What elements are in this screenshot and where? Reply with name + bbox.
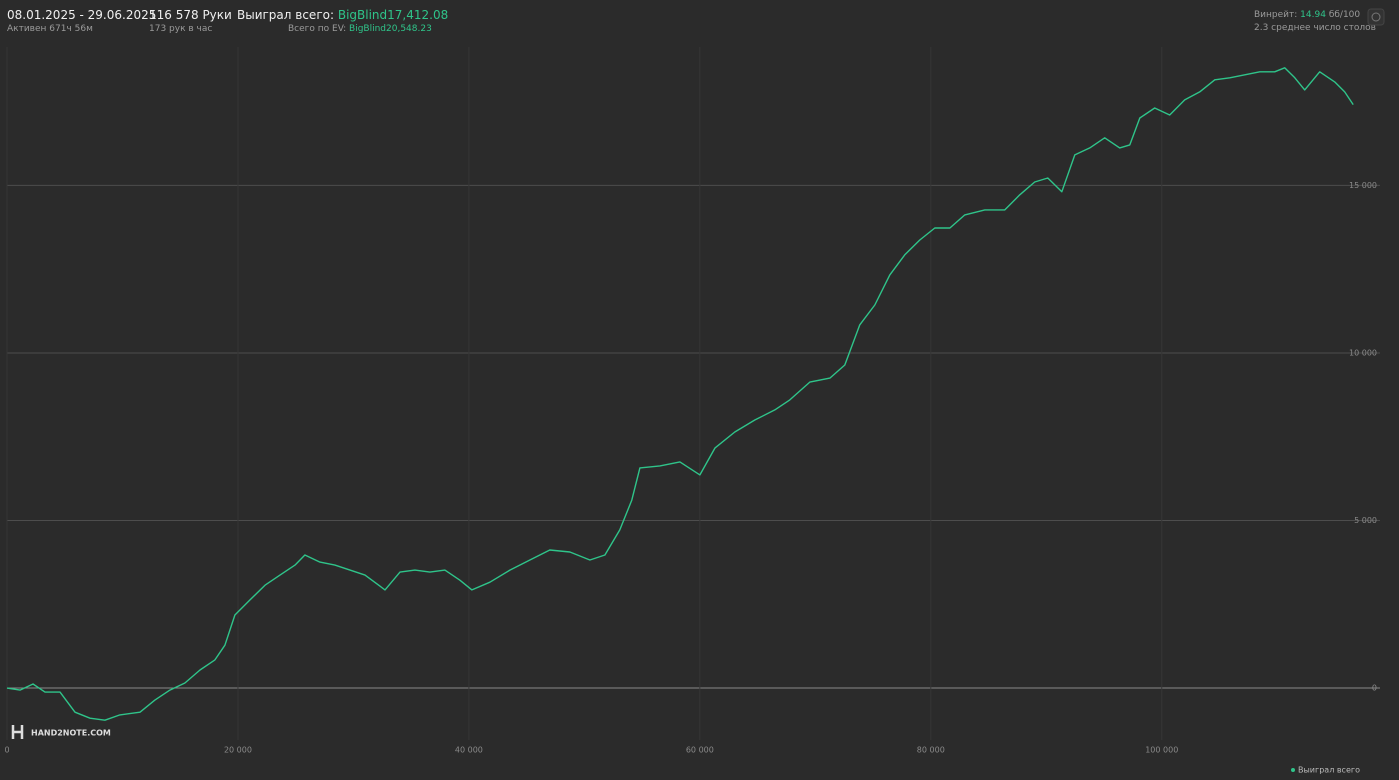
won-total: Выиграл всего: BigBlind17,412.08 (237, 8, 448, 22)
settings-button[interactable] (1367, 8, 1385, 26)
avg-tables: 2.3 среднее число столов (1254, 23, 1376, 33)
plot: 0 5 000 10 000 15 000 0 20 000 40 000 60 000 80 … (4, 47, 1380, 775)
ev-value: BigBlind20,548.23 (349, 24, 432, 34)
legend-dot (1291, 768, 1295, 772)
hands: 116 578 Руки (149, 8, 232, 22)
logo-text: HAND2NOTE.COM (31, 729, 111, 738)
settings-icon (1371, 12, 1381, 22)
x-tick-label: 60 000 (686, 746, 714, 755)
won-label: Выиграл всего: (237, 8, 335, 22)
winrate-value: 14.94 (1300, 10, 1326, 20)
y-tick-label: 10 000 (1349, 348, 1377, 357)
ev-label: Всего по EV: (288, 24, 347, 34)
x-tick-label: 20 000 (224, 746, 252, 755)
winrate-unit: бб/100 (1328, 10, 1361, 20)
x-tick-label: 100 000 (1145, 746, 1178, 755)
x-tick-label: 80 000 (917, 746, 945, 755)
logo-icon (11, 725, 24, 739)
x-tick-label: 0 (4, 746, 9, 755)
won-value: BigBlind17,412.08 (337, 8, 449, 22)
date-range: 08.01.2025 - 29.06.2025 (7, 8, 157, 22)
legend-label: Выиграл всего (1298, 766, 1360, 775)
y-tick-label: 5 000 (1354, 516, 1377, 525)
line (6, 67, 1354, 721)
active-time: Активен 671ч 56м (7, 24, 93, 34)
winrate: Винрейт: 14.94 бб/100 (1254, 10, 1360, 20)
y-tick-label: 15 000 (1349, 181, 1377, 190)
ev-total: Всего по EV: BigBlind20,548.23 (288, 24, 432, 34)
hands-per-hour: 173 рук в час (149, 24, 213, 34)
x-tick-label: 40 000 (455, 746, 483, 755)
winrate-label: Винрейт: (1254, 10, 1298, 20)
y-tick-label: 0 (1372, 684, 1377, 693)
